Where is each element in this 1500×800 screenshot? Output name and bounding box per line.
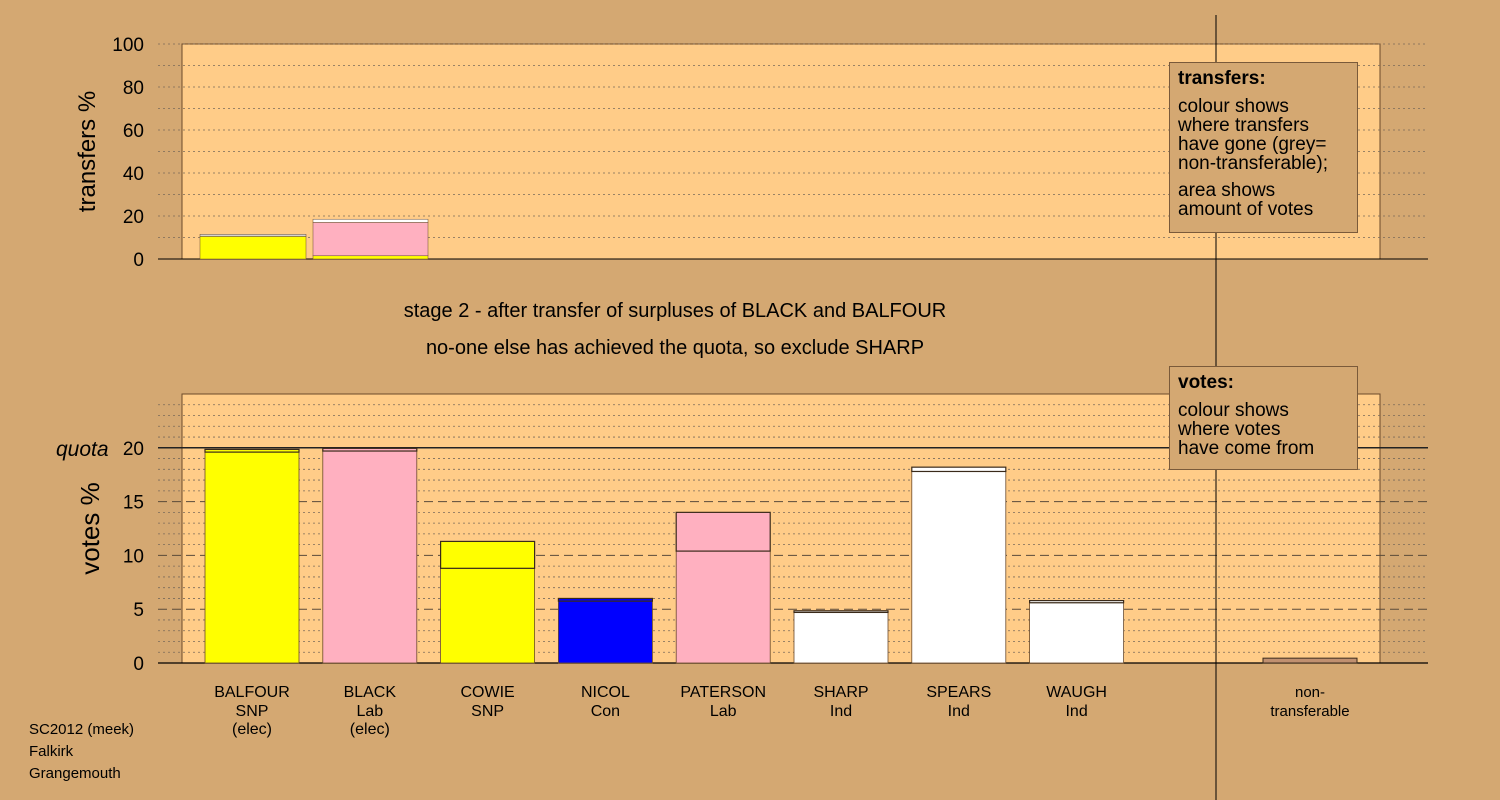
transfers-legend-line: colour shows <box>1178 96 1289 117</box>
candidate-name-label: SPEARS <box>926 684 991 701</box>
candidate-name-label: WAUGH <box>1046 684 1107 701</box>
votes-axis-label: votes % <box>75 482 105 575</box>
candidate-party-label: SNP <box>236 703 269 720</box>
transfers-tick-label: 60 <box>123 121 144 142</box>
transfers-legend-title: transfers: <box>1178 68 1266 89</box>
candidate-status-label: (elec) <box>232 721 272 738</box>
votes-tick-label: 10 <box>123 546 144 567</box>
transfers-tick-label: 0 <box>133 250 144 271</box>
transfers-legend-line: where transfers <box>1178 115 1309 136</box>
stage-title: stage 2 - after transfer of surpluses of… <box>403 300 947 322</box>
candidate-name-label: COWIE <box>460 684 514 701</box>
candidate-name-label: SHARP <box>813 684 868 701</box>
vote-bar-transfers <box>440 540 536 569</box>
transfers-tick-label: 100 <box>112 35 144 56</box>
candidate-party-label: Lab <box>710 703 737 720</box>
votes-legend-line: where votes <box>1178 419 1281 440</box>
transfers-legend-line: non-transferable); <box>1178 153 1328 174</box>
candidate-status-label: (elec) <box>350 721 390 738</box>
transfers-legend-line: have gone (grey= <box>1178 134 1327 155</box>
transfer-segment-balfour <box>199 236 307 260</box>
votes-tick-label: 0 <box>133 654 144 675</box>
footer-line-3: Grangemouth <box>29 765 121 782</box>
footer-line-1: SC2012 (meek) <box>29 721 135 738</box>
votes-tick-label: 20 <box>123 439 144 460</box>
nontransferable-label: non- <box>1295 684 1325 701</box>
votes-legend-title: votes: <box>1178 372 1234 393</box>
candidate-party-label: SNP <box>471 703 504 720</box>
transfer-segment-balfour <box>199 234 307 237</box>
vote-bar-first-prefs <box>911 471 1007 664</box>
footer-line-2: Falkirk <box>29 743 74 760</box>
votes-legend-line: have come from <box>1178 438 1315 459</box>
transfers-legend-line: amount of votes <box>1178 199 1314 220</box>
vote-bar-first-prefs <box>793 612 889 664</box>
vote-bar-transfers <box>557 597 654 602</box>
vote-bar-transfers <box>1028 599 1125 604</box>
vote-bar-transfers <box>322 447 418 452</box>
votes-tick-label: 5 <box>133 600 144 621</box>
vote-bar-transfers <box>204 448 300 453</box>
candidate-party-label: Ind <box>830 703 852 720</box>
transfer-segment-black <box>312 222 429 257</box>
candidate-name-label: PATERSON <box>680 684 766 701</box>
stage-note: no-one else has achieved the quota, so e… <box>425 337 925 359</box>
candidate-party-label: Con <box>591 703 620 720</box>
candidate-party-label: Ind <box>948 703 970 720</box>
vote-bar-transfers <box>911 466 1007 473</box>
vote-bar-first-prefs <box>440 567 536 664</box>
vote-bar-first-prefs <box>322 450 418 664</box>
vote-bar-first-prefs <box>1029 602 1124 664</box>
transfer-segment-black <box>312 218 429 223</box>
candidate-name-label: NICOL <box>581 684 630 701</box>
votes-legend-line: colour shows <box>1178 400 1289 421</box>
transfers-legend: transfers: colour shows where transfers … <box>1169 62 1358 233</box>
vote-bar-first-prefs <box>558 600 653 664</box>
transfers-tick-label: 20 <box>123 207 144 228</box>
candidate-party-label: Lab <box>356 703 383 720</box>
votes-tick-label: 15 <box>123 493 144 514</box>
vote-bar-first-prefs <box>204 451 300 664</box>
vote-bar-first-prefs <box>675 550 771 664</box>
nontransferable-label: transferable <box>1270 703 1349 720</box>
candidate-name-label: BLACK <box>344 684 397 701</box>
transfers-legend-line: area shows <box>1178 180 1276 201</box>
candidate-name-label: BALFOUR <box>214 684 290 701</box>
candidate-party-label: Ind <box>1065 703 1087 720</box>
vote-bar-transfers <box>675 511 771 552</box>
quota-label: quota <box>56 438 109 461</box>
nontransferable-bar <box>1262 657 1358 664</box>
transfers-axis-label: transfers % <box>74 91 101 212</box>
vote-bar-transfers <box>793 610 889 614</box>
transfers-tick-label: 40 <box>123 164 144 185</box>
transfer-segment-black <box>312 255 429 260</box>
votes-legend: votes: colour shows where votes have com… <box>1169 366 1358 470</box>
transfers-tick-label: 80 <box>123 78 144 99</box>
